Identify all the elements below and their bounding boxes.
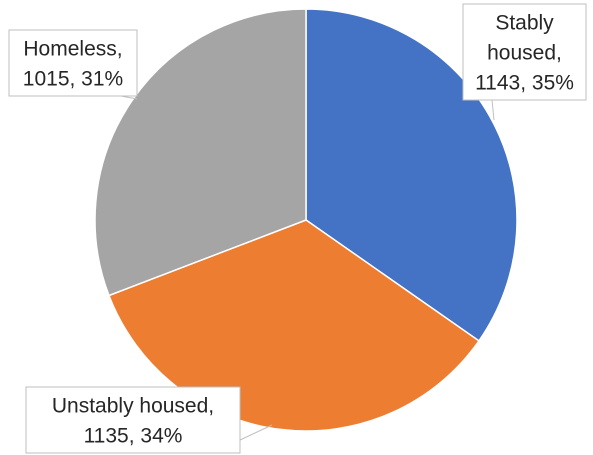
- data-label-box-homeless: [8, 29, 138, 97]
- pie-slices: [94, 8, 518, 432]
- data-label-text: Homeless,: [23, 38, 122, 61]
- leader-line-stably-housed: [491, 99, 495, 121]
- data-label-box-unstably-housed: [25, 386, 241, 454]
- data-label-text: Stably: [495, 12, 554, 35]
- data-label-box-stably-housed: [462, 3, 587, 101]
- pie-slice-unstably-housed: [107, 219, 480, 432]
- leader-line-unstably-housed: [239, 424, 273, 441]
- pie-slice-homeless: [94, 8, 307, 297]
- data-label-text: housed,: [487, 42, 562, 65]
- data-labels: Stably housed, 1143, 35% Unstably housed, 11…: [8, 3, 587, 454]
- data-label-text: 1135, 34%: [84, 425, 183, 448]
- data-label-text: Unstably housed,: [52, 395, 214, 418]
- data-label-text: 1015, 31%: [23, 68, 123, 91]
- data-label-text: 1143, 35%: [475, 72, 574, 95]
